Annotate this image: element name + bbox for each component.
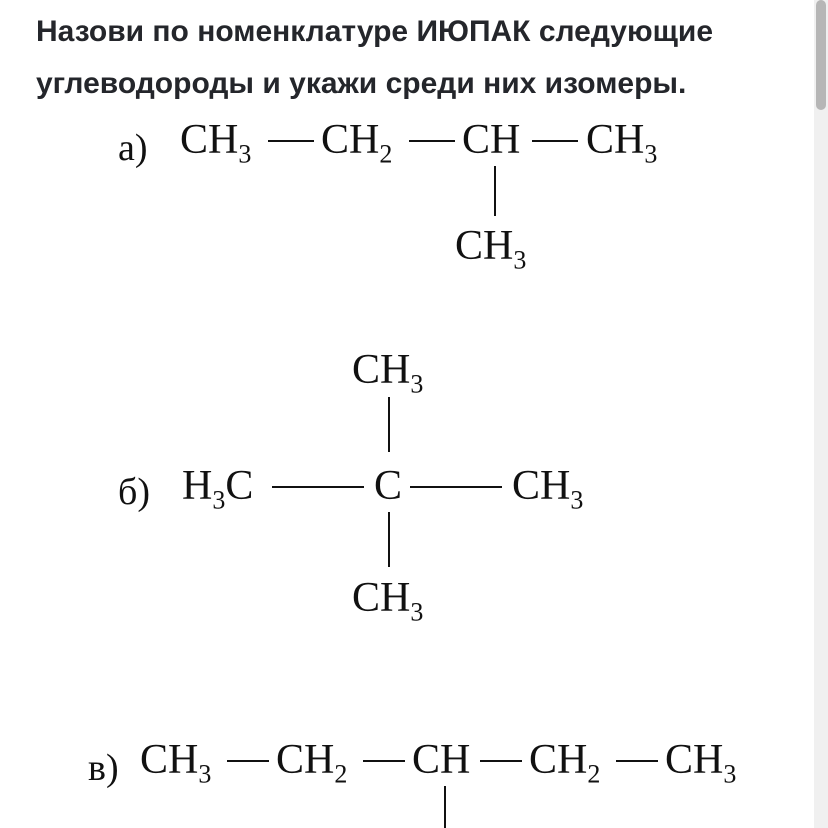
- b-bond-h-right: [410, 486, 502, 488]
- c-ch3-2: CH3: [665, 736, 736, 784]
- b-ch3-right: CH3: [512, 462, 583, 510]
- b-h3c: H3C: [182, 462, 253, 510]
- question-text: Назови по номенклатуре ИЮПАК следующие у…: [36, 6, 776, 110]
- formulas-container: а) CH3 CH2 CH CH3 CH3 б) CH3 H3C C CH3 C…: [0, 100, 814, 828]
- c-bond4: [616, 760, 658, 762]
- b-bond-v-top: [388, 397, 390, 452]
- b-bond-v-bottom: [388, 512, 390, 567]
- a-bond3: [532, 140, 578, 142]
- a-ch: CH: [462, 116, 520, 164]
- b-ch3-bottom: CH3: [352, 574, 423, 622]
- b-c: C: [374, 462, 402, 510]
- scrollbar-thumb[interactable]: [816, 0, 826, 110]
- label-c: в): [88, 746, 119, 790]
- a-ch3-1: CH3: [180, 116, 251, 164]
- c-bond1: [227, 760, 269, 762]
- a-bond1: [268, 140, 314, 142]
- label-a: а): [118, 126, 148, 170]
- c-bond2: [363, 760, 405, 762]
- label-b: б): [118, 470, 150, 514]
- c-bond3: [480, 760, 522, 762]
- a-bond2: [409, 140, 455, 142]
- vertical-scrollbar[interactable]: [814, 0, 828, 828]
- b-bond-h-left: [272, 486, 364, 488]
- c-ch2-2: CH2: [529, 736, 600, 784]
- c-ch3-1: CH3: [140, 736, 211, 784]
- a-ch3-2: CH3: [586, 116, 657, 164]
- c-ch: CH: [412, 736, 470, 784]
- b-ch3-top: CH3: [352, 346, 423, 394]
- c-bond-v: [444, 786, 446, 828]
- c-ch2-1: CH2: [276, 736, 347, 784]
- a-ch3-branch: CH3: [455, 222, 526, 270]
- a-bond-v: [494, 166, 496, 216]
- a-ch2: CH2: [321, 116, 392, 164]
